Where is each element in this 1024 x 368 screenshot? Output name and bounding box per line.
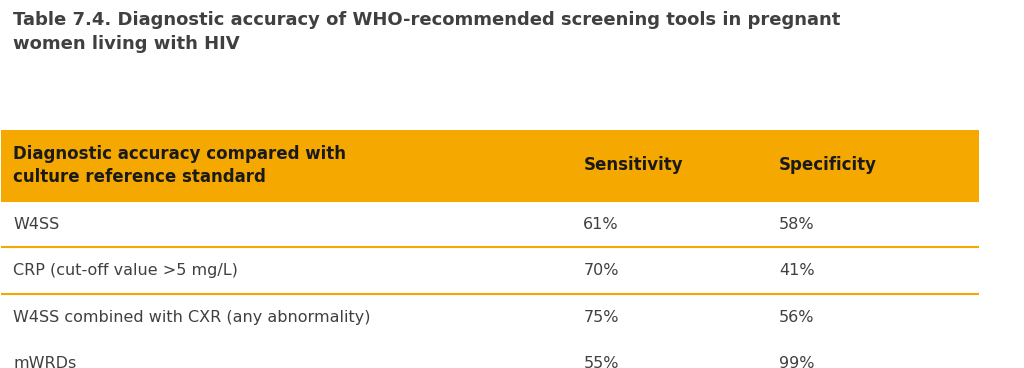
Text: 70%: 70% <box>584 263 618 278</box>
Text: W4SS: W4SS <box>13 217 59 231</box>
Text: 99%: 99% <box>779 357 814 368</box>
Text: 56%: 56% <box>779 310 814 325</box>
Text: 55%: 55% <box>584 357 618 368</box>
Text: Table 7.4. Diagnostic accuracy of WHO-recommended screening tools in pregnant
wo: Table 7.4. Diagnostic accuracy of WHO-re… <box>13 11 841 53</box>
Text: 61%: 61% <box>584 217 618 231</box>
Text: 75%: 75% <box>584 310 618 325</box>
Text: CRP (cut-off value >5 mg/L): CRP (cut-off value >5 mg/L) <box>13 263 238 278</box>
FancyBboxPatch shape <box>1 130 979 201</box>
Text: 41%: 41% <box>779 263 814 278</box>
Text: 58%: 58% <box>779 217 814 231</box>
Text: W4SS combined with CXR (any abnormality): W4SS combined with CXR (any abnormality) <box>13 310 371 325</box>
Text: mWRDs: mWRDs <box>13 357 77 368</box>
Text: Specificity: Specificity <box>779 156 877 174</box>
Text: Sensitivity: Sensitivity <box>584 156 683 174</box>
Text: Diagnostic accuracy compared with
culture reference standard: Diagnostic accuracy compared with cultur… <box>13 145 346 186</box>
